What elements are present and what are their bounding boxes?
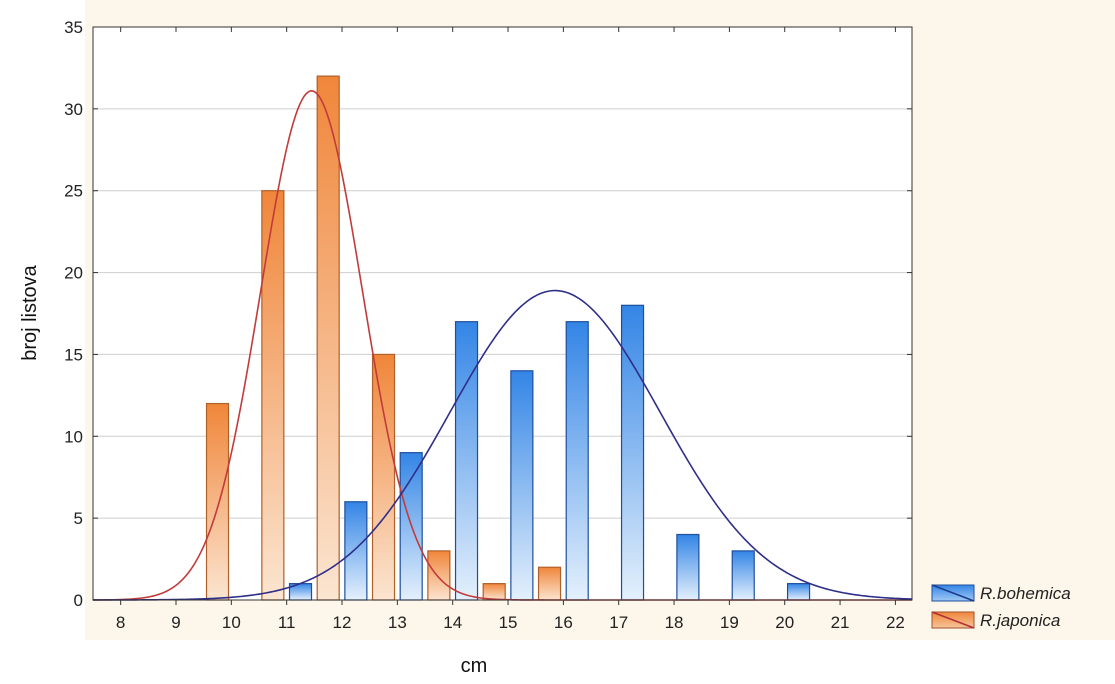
bar-r-japonica-3 bbox=[371, 353, 396, 601]
fit-curve-r-bohemica bbox=[93, 289, 913, 601]
y-tick-label-30: 30 bbox=[64, 100, 83, 119]
x-tick-label-14: 14 bbox=[443, 613, 462, 632]
x-tick-label-13: 13 bbox=[388, 613, 407, 632]
x-tick-label-10: 10 bbox=[222, 613, 241, 632]
legend-item-r-japonica: R.japonica bbox=[931, 611, 1060, 630]
bar-r-bohemica-5 bbox=[565, 321, 589, 601]
y-tick-label-5: 5 bbox=[74, 509, 83, 528]
bar-r-japonica-0 bbox=[205, 402, 230, 601]
x-tick-label-22: 22 bbox=[886, 613, 905, 632]
legend-line-r-japonica bbox=[931, 611, 975, 629]
bar-r-japonica-4 bbox=[427, 550, 451, 601]
bar-r-bohemica-3 bbox=[454, 321, 479, 601]
x-tick-label-20: 20 bbox=[775, 613, 794, 632]
y-tick-label-35: 35 bbox=[64, 18, 83, 37]
bar-r-japonica-5 bbox=[482, 583, 506, 601]
legend-label-r-japonica: R.japonica bbox=[980, 611, 1060, 630]
bar-r-bohemica-7 bbox=[676, 533, 700, 601]
legend-item-r-bohemica: R.bohemica bbox=[931, 584, 1071, 603]
bar-r-bohemica-8 bbox=[731, 550, 755, 601]
x-tick-label-17: 17 bbox=[609, 613, 628, 632]
y-tick-label-25: 25 bbox=[64, 182, 83, 201]
y-axis-title: broj listova bbox=[19, 264, 41, 360]
gridlines bbox=[93, 108, 912, 519]
bar-r-japonica-2 bbox=[316, 75, 340, 601]
x-tick-label-19: 19 bbox=[720, 613, 739, 632]
x-tick-label-8: 8 bbox=[116, 613, 125, 632]
series-r-japonica bbox=[205, 75, 562, 601]
x-tick-label-21: 21 bbox=[831, 613, 850, 632]
y-tick-label-20: 20 bbox=[64, 264, 83, 283]
legend-line-r-bohemica bbox=[931, 584, 975, 602]
legend-label-r-bohemica: R.bohemica bbox=[980, 584, 1071, 603]
x-tick-label-12: 12 bbox=[333, 613, 352, 632]
y-axis: 0 5 10 15 20 25 30 35 bbox=[64, 18, 912, 610]
x-tick-label-11: 11 bbox=[278, 613, 296, 632]
x-axis-title: cm bbox=[461, 655, 488, 677]
y-tick-label-15: 15 bbox=[64, 345, 83, 364]
y-tick-label-0: 0 bbox=[74, 591, 83, 610]
bar-r-bohemica-1 bbox=[344, 501, 368, 601]
x-tick-label-15: 15 bbox=[499, 613, 518, 632]
x-tick-label-18: 18 bbox=[665, 613, 684, 632]
x-tick-label-9: 9 bbox=[171, 613, 180, 632]
bar-r-bohemica-4 bbox=[510, 370, 534, 601]
plot-area bbox=[93, 27, 912, 600]
bar-r-bohemica-9 bbox=[786, 583, 811, 601]
bar-r-bohemica-6 bbox=[620, 304, 645, 601]
legend: R.bohemica R.japonica bbox=[931, 584, 1071, 630]
x-axis: 8 9 10 11 12 13 14 15 16 17 18 19 20 21 22 bbox=[116, 27, 905, 632]
x-tick-label-16: 16 bbox=[554, 613, 573, 632]
bar-r-japonica-1 bbox=[261, 190, 285, 601]
bar-r-japonica-6 bbox=[537, 566, 562, 601]
y-tick-label-10: 10 bbox=[64, 427, 83, 446]
plot-border bbox=[92, 26, 913, 601]
